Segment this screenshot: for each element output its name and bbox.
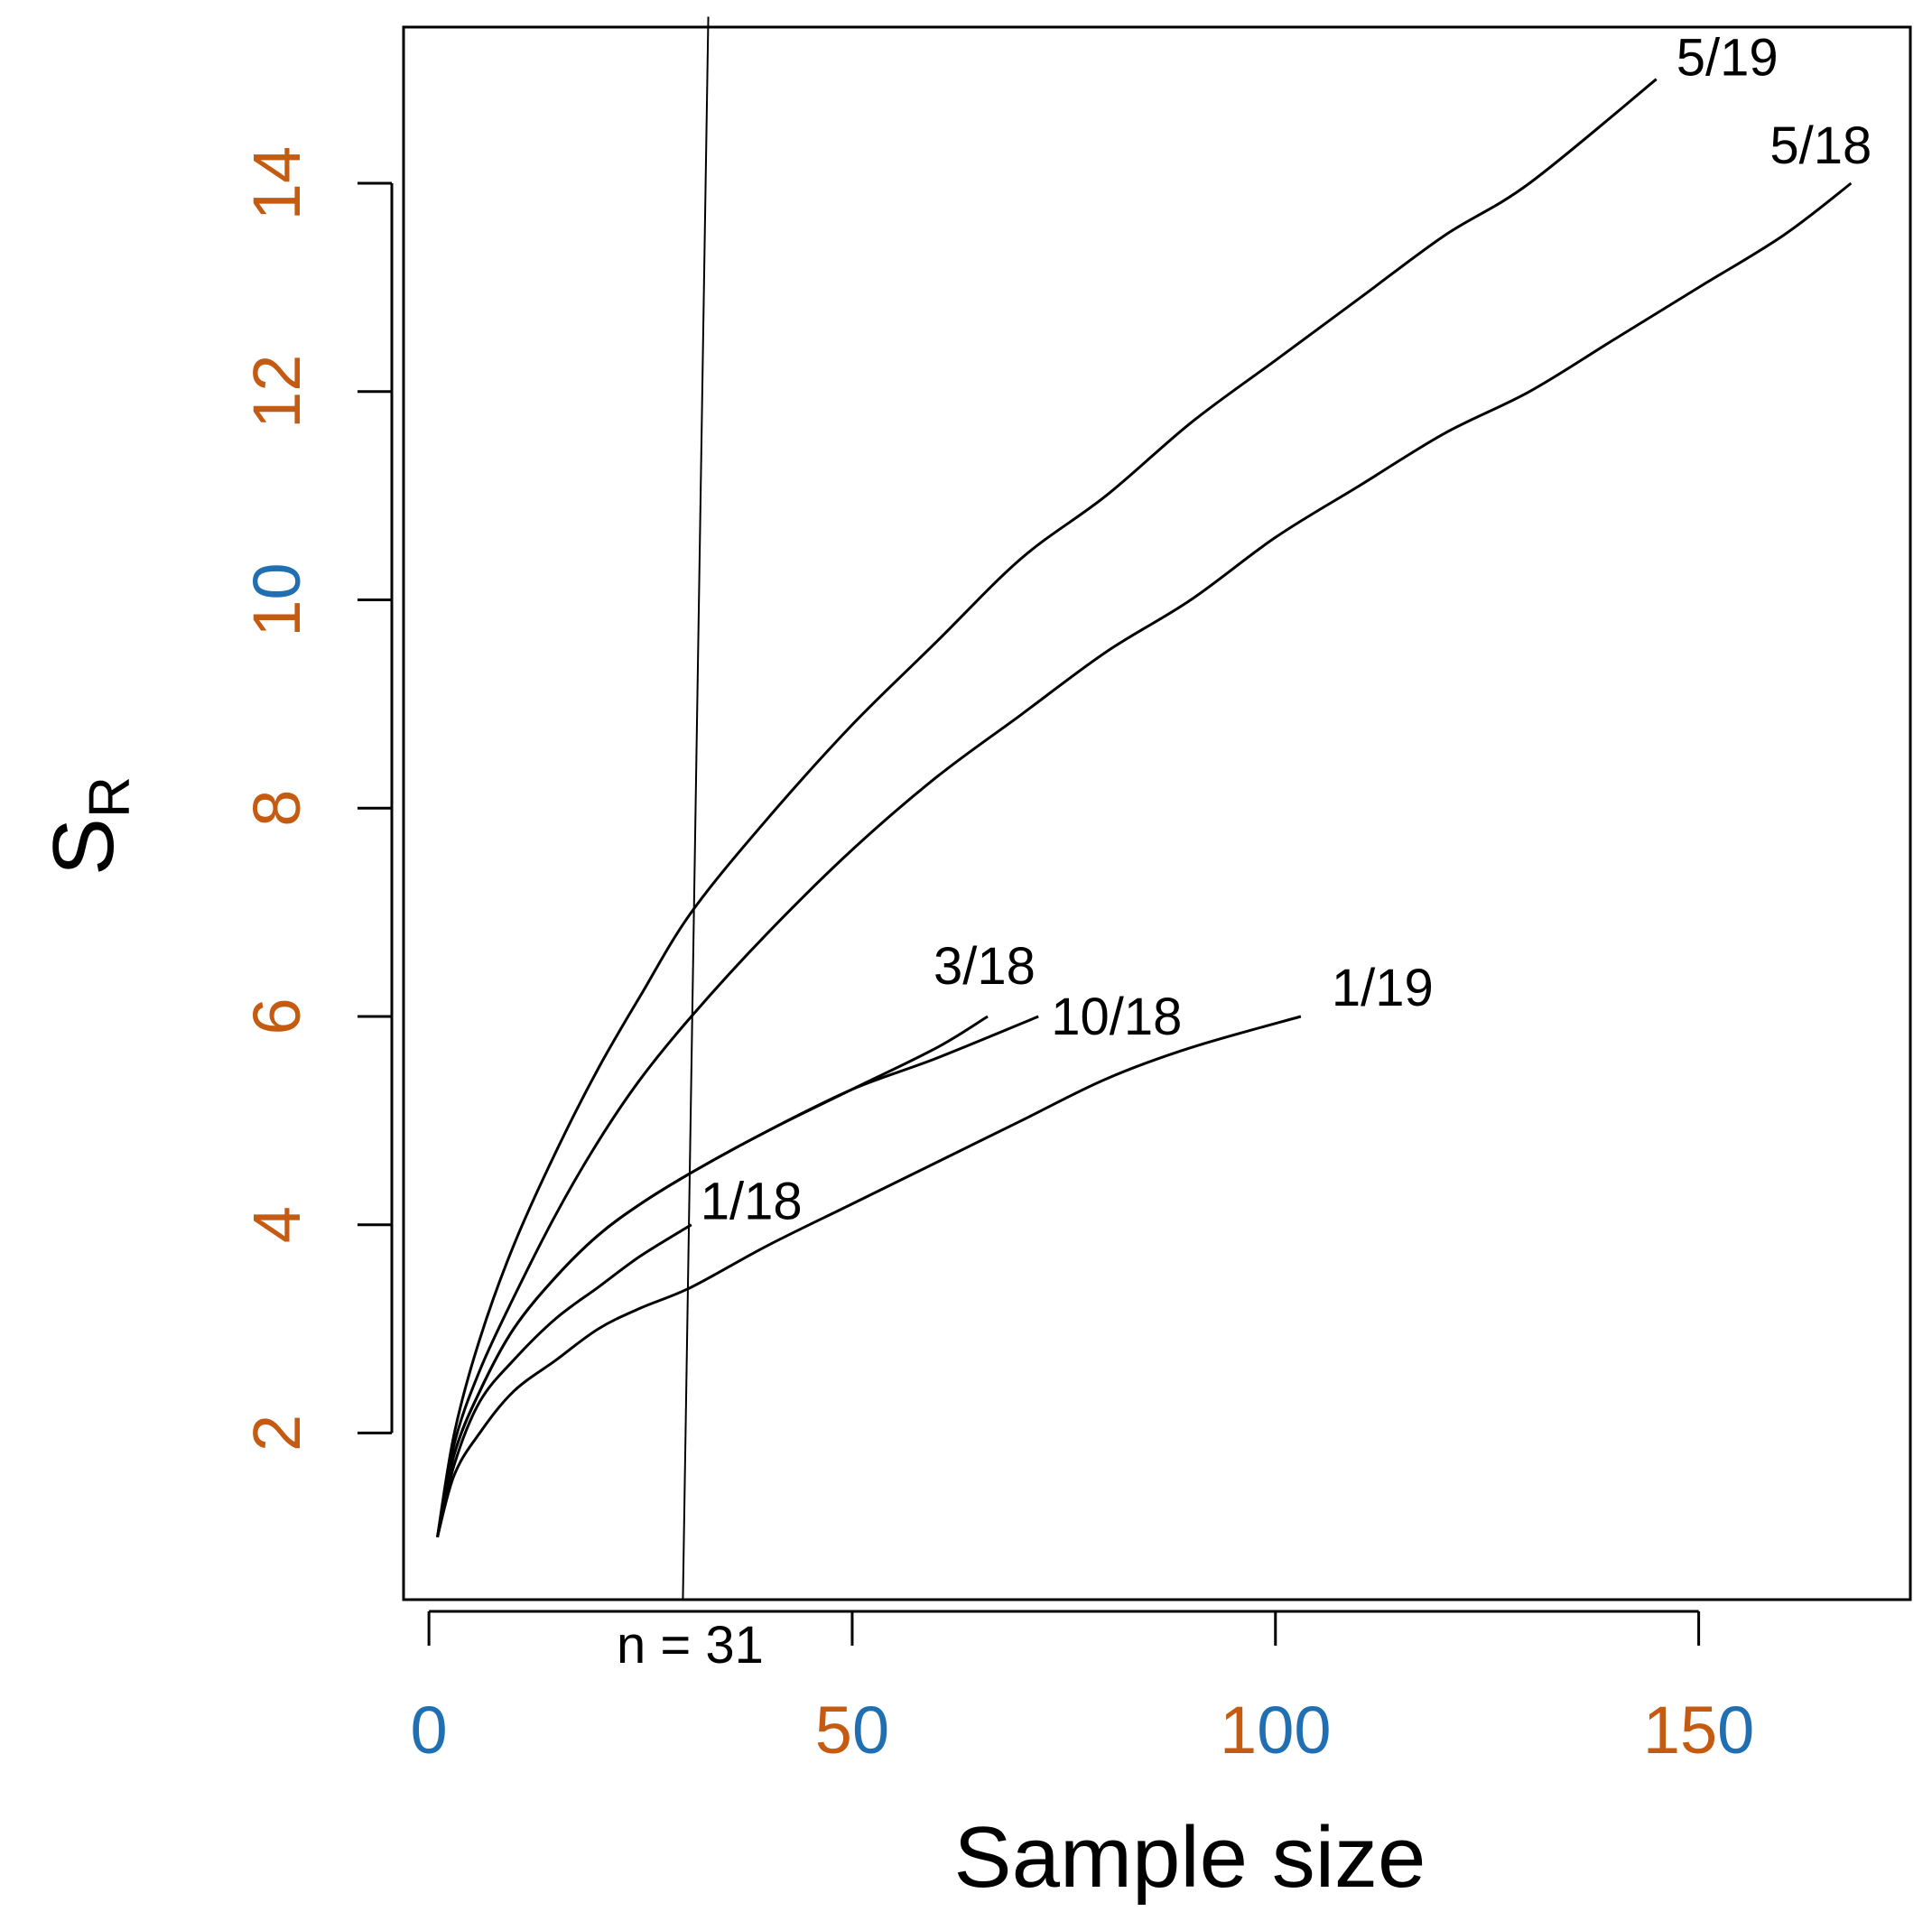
x-tick-label: 50 (815, 1693, 889, 1768)
series-line-5-19 (436, 78, 1658, 1538)
x-tick-label: 150 (1643, 1693, 1754, 1768)
y-axis-title-main: S (35, 818, 132, 876)
y-axis-title: SR (35, 776, 142, 876)
reference-line-group: n = 31 (617, 16, 764, 1675)
series-line-5-18 (436, 181, 1853, 1538)
reference-line (682, 16, 710, 1601)
series-label-1-19: 1/19 (1332, 959, 1434, 1017)
series-label-5-18: 5/18 (1769, 116, 1872, 175)
y-tick-label: 12 (239, 355, 314, 429)
series-label-10-18: 10/18 (1051, 988, 1182, 1046)
plot-frame (402, 25, 1912, 1601)
x-tick-label: 100 (1220, 1693, 1331, 1768)
series-line-1-18 (436, 1223, 692, 1538)
y-tick-label: 6 (239, 998, 314, 1035)
y-axis-title-subscript: R (77, 776, 142, 818)
x-axis: 0 50 100 150 (411, 1610, 1754, 1768)
x-axis-title: Sample size (954, 1809, 1426, 1906)
y-tick-label: 2 (239, 1415, 314, 1452)
y-tick-label: 10 (239, 562, 314, 636)
series-label-3-18: 3/18 (933, 937, 1036, 996)
y-tick-label: 14 (239, 146, 314, 220)
series-group: 5/19 5/18 3/18 10/18 1/18 1/19 (436, 29, 1872, 1538)
y-axis: 2 4 6 8 10 12 14 (239, 146, 394, 1452)
y-tick-label: 4 (239, 1206, 314, 1243)
svg-text:SR: SR (35, 776, 142, 876)
y-tick-label: 8 (239, 790, 314, 827)
reference-line-label: n = 31 (617, 1616, 764, 1675)
x-tick-label: 0 (411, 1693, 448, 1768)
series-label-5-19: 5/19 (1677, 29, 1779, 88)
series-line-10-18 (436, 1015, 1039, 1538)
series-label-1-18: 1/18 (701, 1173, 803, 1231)
series-line-1-19 (436, 1015, 1302, 1538)
